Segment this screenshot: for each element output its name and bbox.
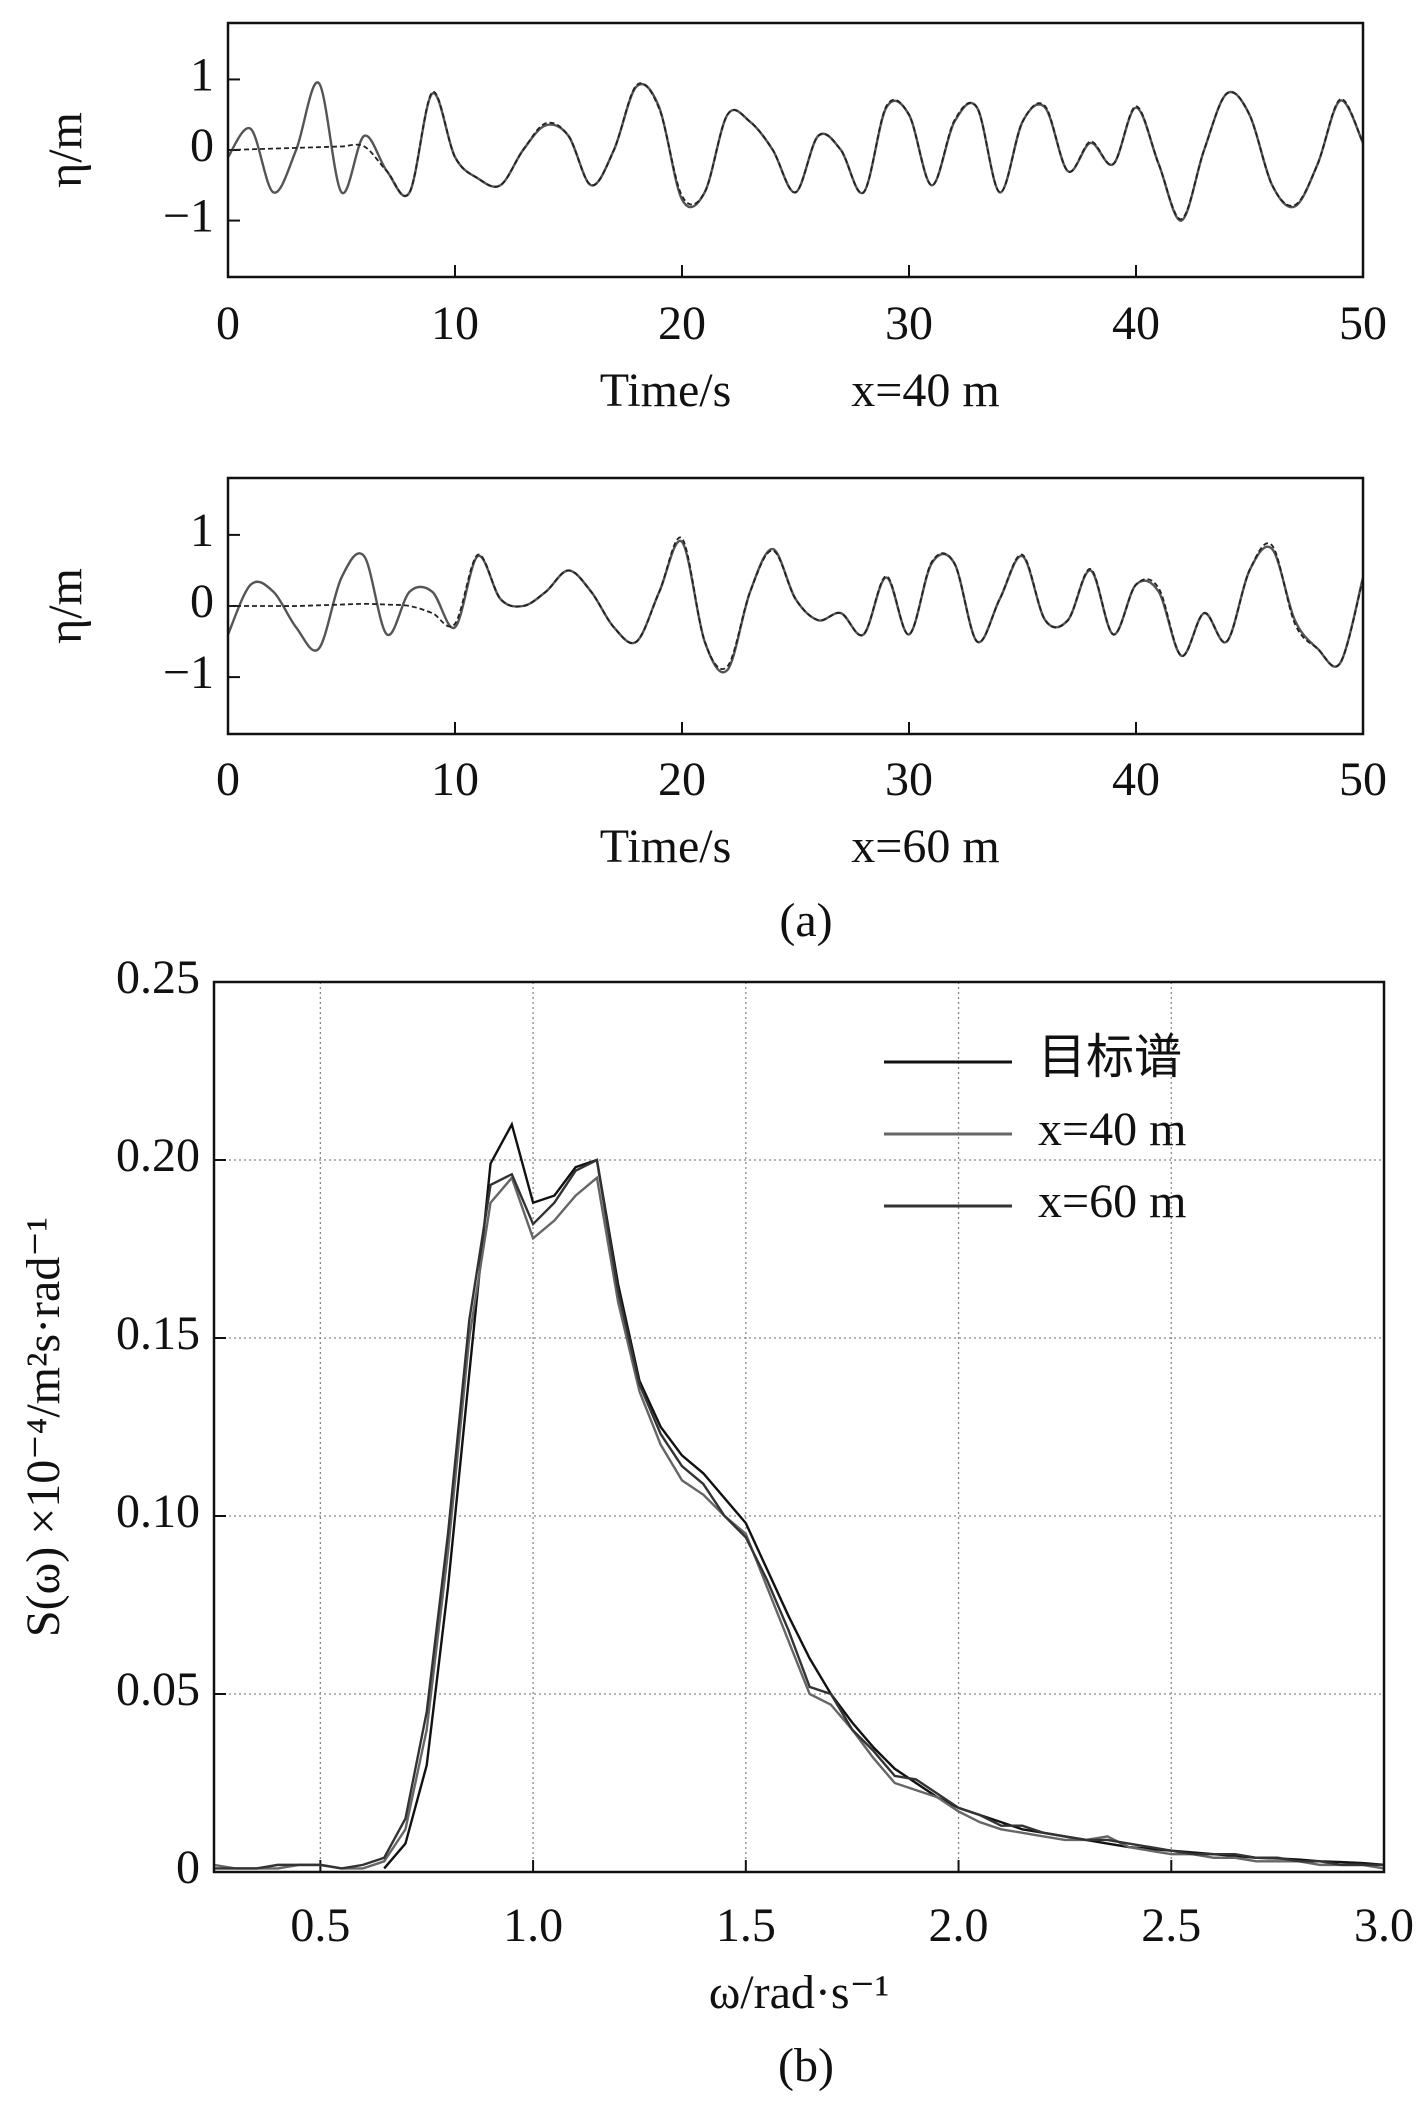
x-tick-label: 50 bbox=[1339, 297, 1387, 350]
y-axis-label: S(ω) ×10⁻⁴/m²s·rad⁻¹ bbox=[17, 1217, 70, 1637]
caption: (b) bbox=[778, 2039, 834, 2092]
annotation: x=40 m bbox=[851, 364, 999, 417]
y-tick-label: 1 bbox=[190, 48, 214, 101]
y-axis-label: η/m bbox=[39, 568, 92, 644]
legend-label: x=60 m bbox=[1038, 1175, 1186, 1228]
y-tick-label: 0 bbox=[190, 575, 214, 628]
x-tick-label: 0 bbox=[216, 297, 240, 350]
legend-label: x=40 m bbox=[1038, 1103, 1186, 1156]
x-axis-label: ω/rad·s⁻¹ bbox=[709, 1966, 890, 2019]
x-tick-label: 20 bbox=[658, 753, 706, 806]
x-tick-label: 3.0 bbox=[1354, 1899, 1414, 1952]
x-tick-label: 1.5 bbox=[716, 1899, 776, 1952]
y-tick-label: 0 bbox=[190, 119, 214, 172]
y-tick-label: 0.05 bbox=[116, 1663, 200, 1716]
plot-frame bbox=[212, 980, 1386, 1874]
caption: (a) bbox=[779, 894, 832, 947]
x-tick-label: 2.0 bbox=[929, 1899, 989, 1952]
x-tick-label: 10 bbox=[431, 297, 479, 350]
x-tick-label: 30 bbox=[885, 297, 933, 350]
series-line bbox=[214, 1158, 1384, 1870]
x-axis-label: Time/s bbox=[600, 820, 732, 873]
x-tick-label: 10 bbox=[431, 753, 479, 806]
series-line bbox=[227, 82, 1364, 221]
plot-frame bbox=[226, 476, 1365, 736]
y-tick-label: 0.20 bbox=[116, 1129, 200, 1182]
x-tick-label: 2.5 bbox=[1141, 1899, 1201, 1952]
series-line bbox=[228, 536, 1364, 670]
x-tick-label: 40 bbox=[1112, 297, 1160, 350]
y-tick-label: 0.15 bbox=[116, 1307, 200, 1360]
series-line bbox=[226, 81, 1365, 222]
x-tick-label: 0.5 bbox=[290, 1899, 350, 1952]
series-line bbox=[226, 539, 1365, 674]
plot-frame bbox=[226, 21, 1365, 279]
series-line bbox=[213, 1175, 1385, 1870]
y-tick-label: 1 bbox=[190, 504, 214, 557]
x-axis-label: Time/s bbox=[600, 364, 732, 417]
x-tick-label: 0 bbox=[216, 753, 240, 806]
y-tick-label: 0 bbox=[176, 1841, 200, 1894]
y-tick-label: 0.25 bbox=[116, 951, 200, 1004]
x-tick-label: 40 bbox=[1112, 753, 1160, 806]
y-axis-label: η/m bbox=[39, 112, 92, 188]
x-tick-label: 50 bbox=[1339, 753, 1387, 806]
x-tick-label: 30 bbox=[885, 753, 933, 806]
y-tick-label: −1 bbox=[163, 190, 214, 243]
y-tick-label: −1 bbox=[163, 646, 214, 699]
annotation: x=60 m bbox=[851, 820, 999, 873]
x-tick-label: 1.0 bbox=[503, 1899, 563, 1952]
legend-label: 目标谱 bbox=[1038, 1031, 1182, 1084]
y-tick-label: 0.10 bbox=[116, 1485, 200, 1538]
x-tick-label: 20 bbox=[658, 297, 706, 350]
